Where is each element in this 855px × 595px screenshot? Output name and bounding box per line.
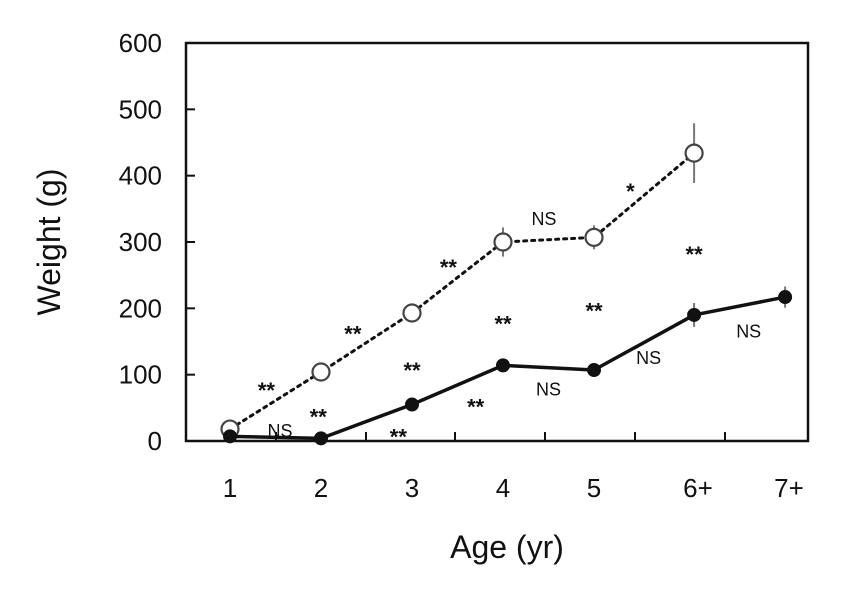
x-tick-label: 2 <box>314 473 328 503</box>
x-tick-label: 1 <box>223 473 237 503</box>
open-circle-point <box>584 227 604 247</box>
significance-label: NS <box>531 209 556 229</box>
filled-circle-point <box>223 429 237 444</box>
x-tick-label: 5 <box>587 473 601 503</box>
series-layer <box>220 123 793 446</box>
filled-circle-point <box>687 307 702 322</box>
significance-label: NS <box>268 421 293 441</box>
y-axis: 0 100 200 300 400 500 600 <box>119 28 195 456</box>
y-tick-label: 200 <box>119 293 162 323</box>
significance-label: ** <box>258 378 276 403</box>
filled-circle-point <box>587 363 601 378</box>
y-tick-label: 500 <box>119 94 162 124</box>
x-tick-label: 6+ <box>683 473 713 503</box>
significance-label: NS <box>736 322 761 342</box>
y-tick-label: 300 <box>119 227 162 257</box>
x-tick-label: 4 <box>496 473 510 503</box>
x-axis-title: Age (yr) <box>450 529 564 565</box>
y-tick-label: 0 <box>148 426 162 456</box>
x-tick-label: 7+ <box>774 473 804 503</box>
filled-circle-point <box>405 397 419 412</box>
significance-label: ** <box>467 395 485 420</box>
y-tick-label: 400 <box>119 161 162 191</box>
x-tick-label: 3 <box>405 473 419 503</box>
significance-label: ** <box>494 312 512 337</box>
significance-label: ** <box>585 298 603 323</box>
significance-label: ** <box>390 424 408 449</box>
open-series-line <box>228 151 696 431</box>
y-axis-title: Weight (g) <box>31 168 67 315</box>
open-circle-point <box>684 143 704 163</box>
y-tick-label: 100 <box>119 360 162 390</box>
significance-label: ** <box>344 322 362 347</box>
x-axis: 1 2 3 4 5 6+ 7+ <box>223 432 804 503</box>
open-circle-point <box>402 303 422 323</box>
filled-circle-point <box>314 431 328 446</box>
filled-circle-point <box>496 358 510 373</box>
open-circle-point <box>311 362 331 382</box>
significance-label: NS <box>536 379 561 399</box>
significance-label: NS <box>636 348 661 368</box>
y-tick-label: 600 <box>119 28 162 58</box>
significance-label: ** <box>686 242 704 267</box>
significance-label: ** <box>310 404 328 429</box>
open-circle-point <box>493 232 513 252</box>
significance-label: * <box>626 179 635 204</box>
filled-circle-point <box>778 290 793 305</box>
significance-annotations: ** ** ** NS * NS ** ** ** ** ** NS ** NS ** NS <box>258 179 761 449</box>
significance-label: ** <box>440 255 458 280</box>
significance-label: ** <box>403 358 421 383</box>
